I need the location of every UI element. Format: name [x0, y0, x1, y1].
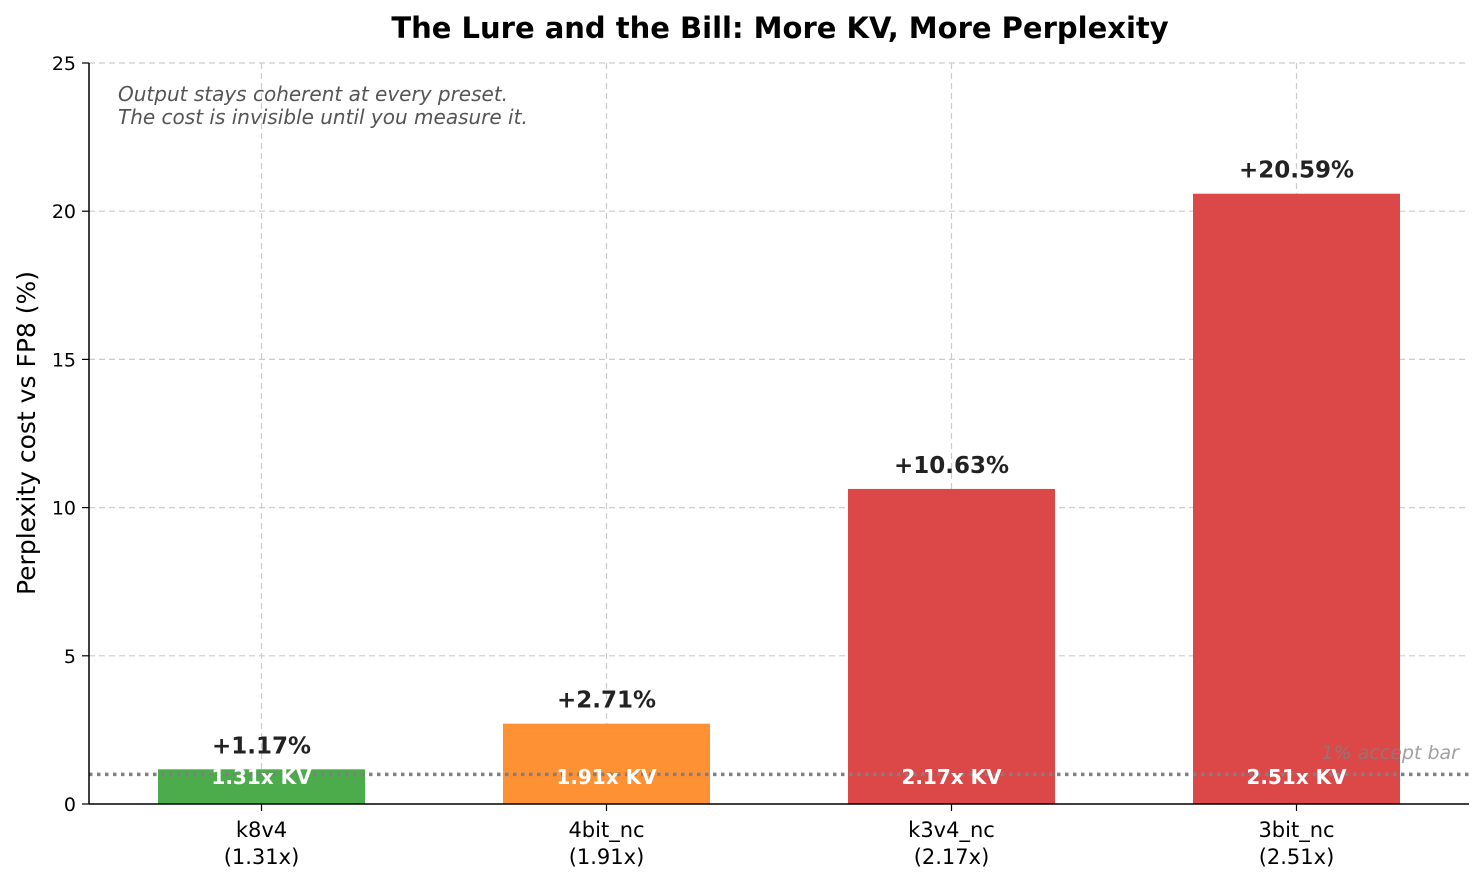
reference-line-label: 1% accept bar — [1322, 742, 1461, 764]
chart-title: The Lure and the Bill: More KV, More Per… — [391, 11, 1168, 45]
bar — [503, 723, 710, 804]
axes: 0 5 10 15 20 25 k8v4 (1.31x) 4bit_nc(1.91x) k3v4_… — [52, 53, 1469, 869]
bars — [158, 193, 1400, 804]
labels: +1.17% 1.31x KV +2.71% 1.91x KV +10.63% 2.17x… — [211, 158, 1354, 789]
bar-inner-label: 2.17x KV — [901, 765, 1002, 789]
value-label: +10.63% — [894, 453, 1009, 479]
annotation-line: Output stays coherent at every preset. — [118, 82, 508, 106]
x-tick-label: (2.17x) — [914, 845, 990, 869]
y-tick-label: 20 — [52, 201, 76, 223]
x-tick-label: (1.91x) — [569, 845, 645, 869]
x-tick-label: 3bit_nc — [1258, 818, 1334, 843]
bar-inner-label: 1.31x KV — [211, 765, 312, 789]
value-label: +1.17% — [212, 733, 311, 759]
x-tick-label: k8v4 — [236, 818, 287, 842]
y-tick-label: 25 — [52, 53, 76, 75]
y-tick-label: 0 — [64, 794, 76, 816]
bar — [848, 488, 1055, 804]
annotation: Output stays coherent at every preset.Th… — [118, 82, 528, 129]
y-axis-label: Perplexity cost vs FP8 (%) — [12, 271, 41, 595]
y-tick-label: 10 — [52, 498, 76, 520]
grid — [89, 62, 1469, 804]
x-tick-label: k3v4_nc — [908, 818, 995, 843]
x-tick-label: 4bit_nc — [568, 818, 644, 843]
x-tick-label: (2.51x) — [1259, 845, 1335, 869]
reference-line: 1% accept bar — [89, 742, 1469, 777]
bar-inner-label: 2.51x KV — [1246, 765, 1347, 789]
annotation-line: The cost is invisible until you measure … — [118, 105, 528, 129]
value-label: +2.71% — [557, 688, 656, 714]
y-tick-label: 5 — [64, 646, 76, 668]
y-tick-label: 15 — [52, 349, 76, 371]
value-label: +20.59% — [1239, 158, 1354, 184]
x-tick-label: (1.31x) — [224, 845, 300, 869]
bar — [1193, 193, 1400, 804]
bar-inner-label: 1.91x KV — [556, 765, 657, 789]
